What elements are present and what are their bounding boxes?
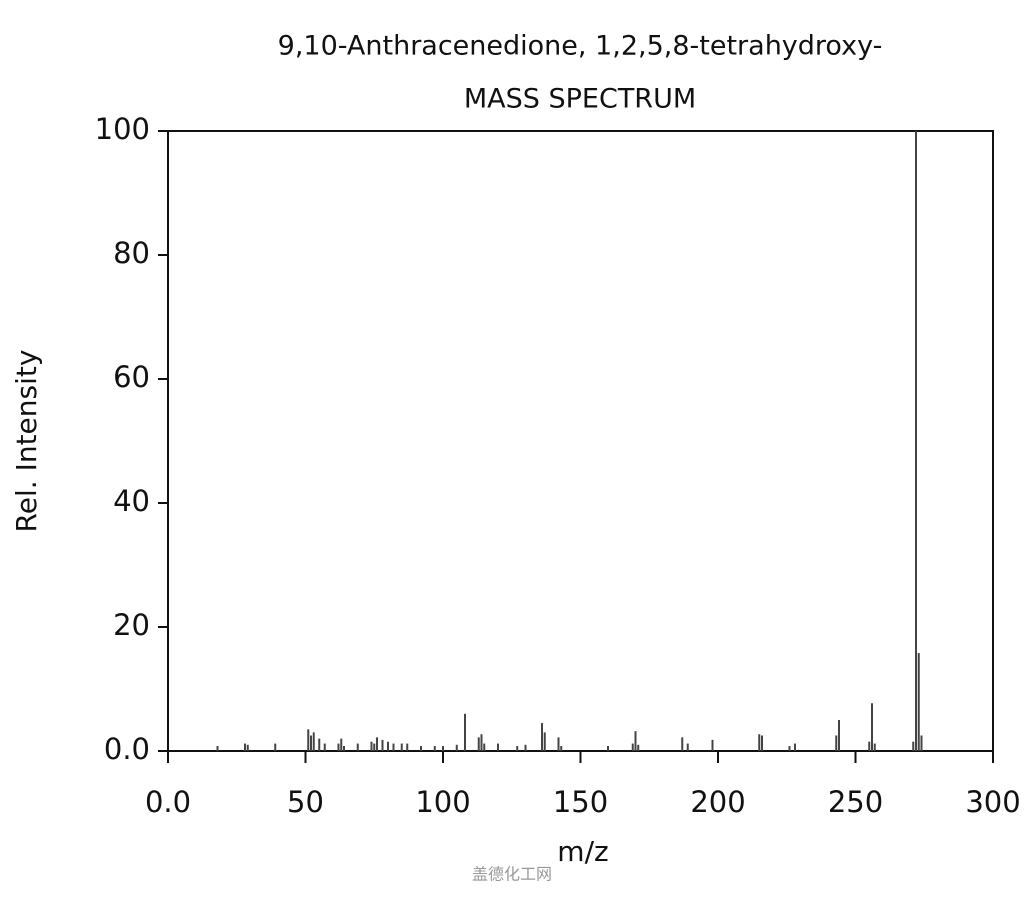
- peak: [681, 737, 684, 751]
- peak: [387, 741, 389, 751]
- peak: [483, 743, 486, 751]
- peak: [631, 743, 634, 751]
- peak: [244, 743, 246, 751]
- peak: [557, 737, 560, 751]
- peak: [788, 746, 791, 751]
- chart-title: 9,10-Anthracenedione, 1,2,5,8-tetrahydro…: [278, 31, 883, 62]
- watermark: 盖德化工网: [472, 865, 552, 884]
- y-tick-label: 100: [95, 112, 150, 146]
- x-axis-label: m/z: [557, 835, 608, 868]
- peak: [524, 744, 527, 751]
- peak: [318, 738, 321, 751]
- peak: [340, 738, 343, 751]
- y-tick-label: 20: [113, 608, 150, 642]
- x-tick-label: 50: [287, 785, 324, 819]
- peak: [307, 729, 310, 751]
- peak: [480, 734, 483, 751]
- peak: [392, 743, 395, 751]
- peak: [373, 743, 376, 751]
- peak: [634, 731, 637, 751]
- peak: [637, 744, 640, 751]
- chart-subtitle: MASS SPECTRUM: [464, 84, 696, 115]
- peak: [356, 743, 359, 751]
- peak: [871, 703, 873, 751]
- peak: [381, 739, 384, 751]
- peak: [912, 741, 915, 751]
- peak: [873, 743, 876, 751]
- peak: [835, 735, 838, 751]
- peak: [497, 743, 499, 751]
- peak: [442, 746, 444, 751]
- peak: [246, 744, 249, 751]
- peak: [758, 734, 761, 751]
- peak: [607, 746, 609, 751]
- x-tick-label: 250: [828, 785, 883, 819]
- peak: [312, 732, 315, 751]
- x-tick-label: 100: [415, 785, 470, 819]
- peak: [400, 743, 403, 751]
- x-tick-label: 200: [690, 785, 745, 819]
- plot-frame: [167, 130, 994, 752]
- peak: [920, 735, 923, 751]
- peak: [541, 723, 543, 751]
- peak: [917, 653, 920, 751]
- peak: [310, 735, 312, 751]
- peak: [406, 743, 409, 751]
- peak: [838, 720, 840, 751]
- peak: [761, 735, 763, 751]
- y-axis-label: Rel. Intensity: [10, 350, 43, 533]
- y-tick-label: 40: [113, 484, 150, 518]
- peak: [516, 746, 519, 751]
- peak: [376, 737, 378, 751]
- x-tick-label: 300: [965, 785, 1020, 819]
- peak: [274, 743, 277, 751]
- peak: [915, 131, 917, 751]
- peak: [323, 743, 326, 751]
- peak: [216, 746, 219, 751]
- peak: [343, 746, 345, 751]
- peak: [420, 746, 422, 751]
- peak: [464, 713, 466, 751]
- y-tick-label: 60: [113, 360, 150, 394]
- peak: [370, 741, 373, 751]
- peak: [455, 744, 458, 751]
- peak: [477, 737, 480, 751]
- peak: [711, 739, 714, 751]
- peak: [794, 743, 796, 751]
- peak: [868, 741, 871, 751]
- peak: [560, 746, 563, 751]
- x-tick-label: 150: [553, 785, 608, 819]
- y-tick-label: 80: [113, 236, 150, 270]
- peak: [686, 743, 689, 751]
- peak: [433, 746, 436, 751]
- y-tick-label: 0.0: [104, 732, 150, 766]
- peak: [337, 743, 340, 751]
- peak: [543, 732, 546, 751]
- x-tick-label: 0.0: [145, 785, 191, 819]
